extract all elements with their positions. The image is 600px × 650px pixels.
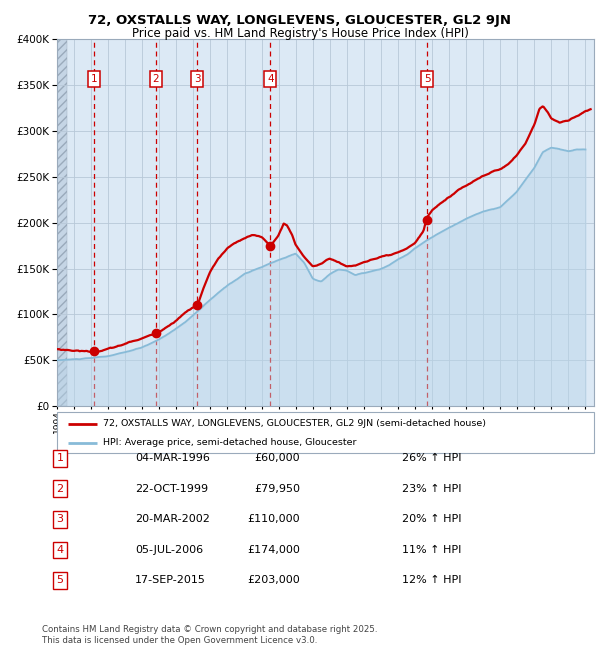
- Text: 72, OXSTALLS WAY, LONGLEVENS, GLOUCESTER, GL2 9JN (semi-detached house): 72, OXSTALLS WAY, LONGLEVENS, GLOUCESTER…: [103, 419, 485, 428]
- Text: £203,000: £203,000: [247, 575, 300, 586]
- Text: 05-JUL-2006: 05-JUL-2006: [135, 545, 203, 555]
- Text: 23% ↑ HPI: 23% ↑ HPI: [402, 484, 461, 494]
- Text: 1: 1: [91, 74, 97, 85]
- Text: 2: 2: [153, 74, 160, 85]
- Text: 20-MAR-2002: 20-MAR-2002: [135, 514, 210, 525]
- Text: £79,950: £79,950: [254, 484, 300, 494]
- Text: HPI: Average price, semi-detached house, Gloucester: HPI: Average price, semi-detached house,…: [103, 438, 356, 447]
- Text: £60,000: £60,000: [254, 453, 300, 463]
- Text: 22-OCT-1999: 22-OCT-1999: [135, 484, 208, 494]
- Text: 3: 3: [56, 514, 64, 525]
- Text: 20% ↑ HPI: 20% ↑ HPI: [402, 514, 461, 525]
- Text: 2: 2: [56, 484, 64, 494]
- Text: 12% ↑ HPI: 12% ↑ HPI: [402, 575, 461, 586]
- Text: 5: 5: [56, 575, 64, 586]
- Text: £174,000: £174,000: [247, 545, 300, 555]
- Text: 26% ↑ HPI: 26% ↑ HPI: [402, 453, 461, 463]
- Text: 72, OXSTALLS WAY, LONGLEVENS, GLOUCESTER, GL2 9JN: 72, OXSTALLS WAY, LONGLEVENS, GLOUCESTER…: [89, 14, 511, 27]
- FancyBboxPatch shape: [57, 412, 594, 453]
- Text: Price paid vs. HM Land Registry's House Price Index (HPI): Price paid vs. HM Land Registry's House …: [131, 27, 469, 40]
- Text: 1: 1: [56, 453, 64, 463]
- Bar: [57, 39, 67, 406]
- Text: £110,000: £110,000: [247, 514, 300, 525]
- Text: 3: 3: [194, 74, 200, 85]
- Text: 11% ↑ HPI: 11% ↑ HPI: [402, 545, 461, 555]
- Text: 4: 4: [56, 545, 64, 555]
- Text: 04-MAR-1996: 04-MAR-1996: [135, 453, 210, 463]
- Text: 4: 4: [267, 74, 274, 85]
- Text: 5: 5: [424, 74, 430, 85]
- Text: 17-SEP-2015: 17-SEP-2015: [135, 575, 206, 586]
- Text: Contains HM Land Registry data © Crown copyright and database right 2025.
This d: Contains HM Land Registry data © Crown c…: [42, 625, 377, 645]
